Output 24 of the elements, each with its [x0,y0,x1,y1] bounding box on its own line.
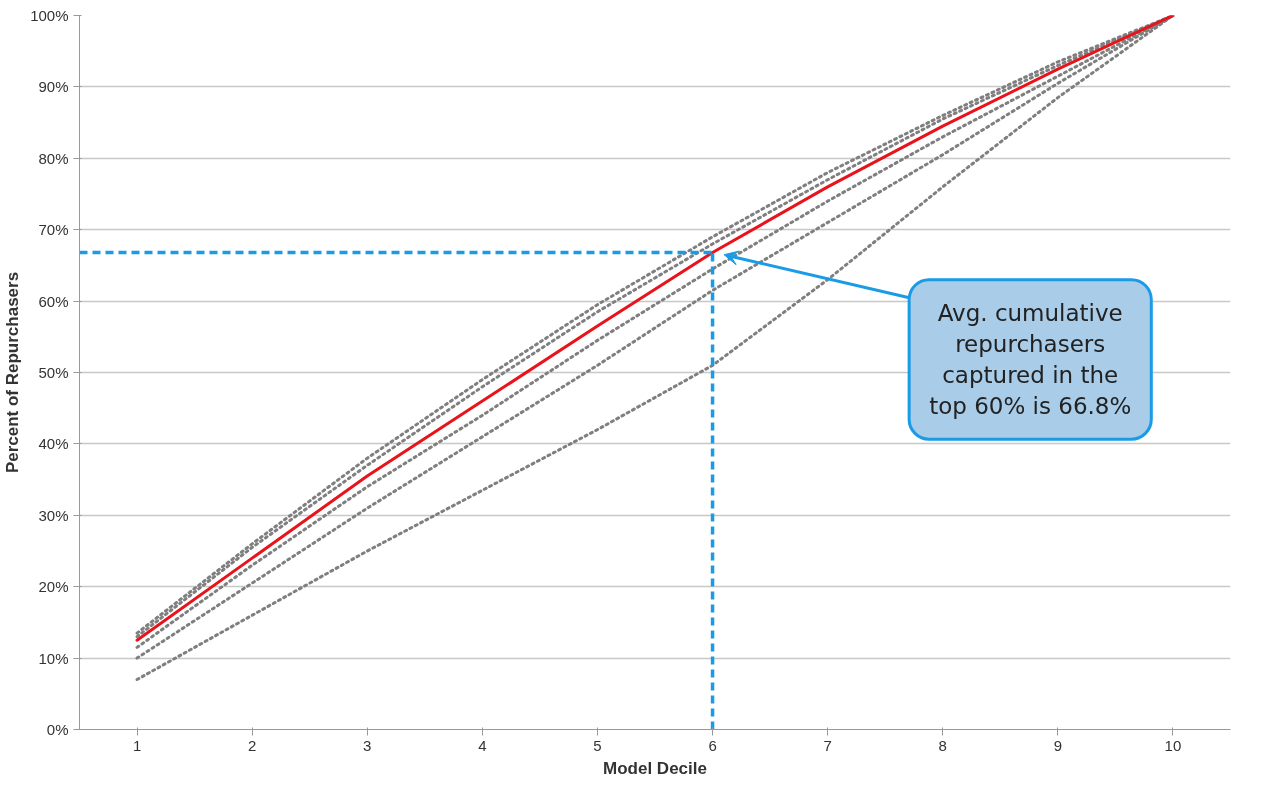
x-tick-label: 1 [132,736,142,754]
x-tick-label: 7 [823,736,832,754]
x-tick-label: 2 [247,736,257,754]
y-tick-label: 70% [38,221,69,239]
x-axis-title: Model Decile [603,758,707,778]
y-tick-label: 40% [38,435,69,453]
y-tick-label: 90% [38,78,69,96]
y-tick-label: 20% [38,578,69,596]
y-tick-label: 50% [38,364,69,381]
x-tick-label: 10 [1164,736,1182,754]
y-tick-label: 10% [38,649,69,667]
x-tick-label: 4 [478,736,487,754]
annotation: Avg. cumulative repurchasers captured in the top 60% is 66.8% [929,299,1132,420]
y-tick-label: 0% [46,721,69,738]
x-tick-label: 3 [363,736,372,754]
y-tick-label: 80% [38,149,69,167]
y-axis-title: Percent of Repurchasers [3,271,23,474]
x-tick-label: 6 [708,736,717,754]
x-tick-label: 8 [938,736,947,754]
y-tick-label: 60% [38,292,69,310]
x-tick-label: 9 [1053,736,1063,754]
x-tick-label: 5 [593,736,602,754]
y-tick-label: 100% [30,7,69,24]
y-tick-label: 30% [38,506,69,524]
